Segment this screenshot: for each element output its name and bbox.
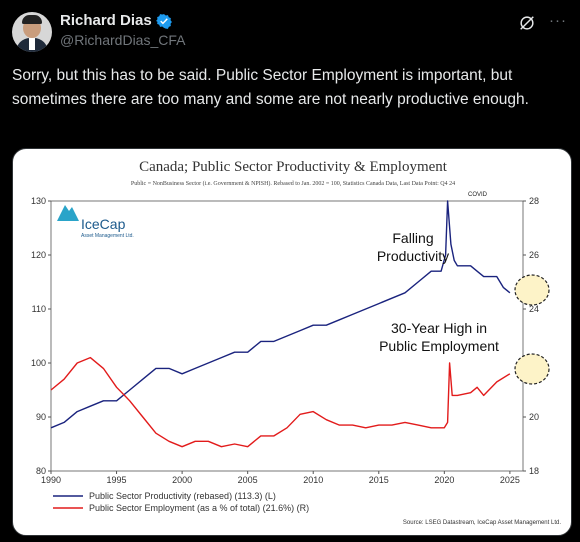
- logo-subtext: Asset Management Ltd.: [81, 233, 134, 239]
- tweet-header: Richard Dias @RichardDias_CFA ···: [12, 8, 568, 54]
- chart-legend: Public Sector Productivity (rebased) (11…: [53, 491, 309, 513]
- y-right-tick-label: 28: [529, 196, 539, 206]
- x-tick-label: 2020: [434, 475, 454, 485]
- avatar[interactable]: [12, 12, 52, 52]
- logo-text: IceCap: [81, 216, 126, 232]
- tweet-text: Sorry, but this has to be said. Public S…: [12, 67, 529, 108]
- author-name-row[interactable]: Richard Dias: [60, 12, 172, 29]
- grok-icon[interactable]: [518, 14, 536, 32]
- plot-frame: [50, 200, 524, 472]
- y-right-tick-label: 18: [529, 466, 539, 476]
- x-tick-label: 2000: [172, 475, 192, 485]
- series-line-2: [50, 356, 511, 448]
- x-tick-label: 2025: [500, 475, 520, 485]
- y-right-tick-label: 20: [529, 412, 539, 422]
- icecap-logo: IceCap Asset Management Ltd.: [57, 205, 134, 239]
- high-label-line2: Public Employment: [379, 338, 499, 354]
- y-left-tick-label: 90: [36, 412, 46, 422]
- y-left-tick-label: 110: [32, 304, 46, 314]
- chart-svg: Canada; Public Sector Productivity & Emp…: [31, 159, 561, 526]
- y-right-tick-label: 24: [529, 304, 539, 314]
- y-left-tick-label: 120: [31, 250, 46, 260]
- y-left-tick-label: 80: [36, 466, 46, 476]
- chart-image[interactable]: Canada; Public Sector Productivity & Emp…: [12, 148, 572, 536]
- author-name[interactable]: Richard Dias: [60, 12, 152, 29]
- falling-label-line2: Productivity: [377, 248, 449, 264]
- falling-label-line1: Falling: [392, 230, 433, 246]
- x-tick-label: 2015: [369, 475, 389, 485]
- covid-label: COVID: [468, 192, 488, 198]
- chart-source: Source: LSEG Datastream, IceCap Asset Ma…: [403, 520, 561, 526]
- legend-series-2: Public Sector Employment (as a % of tota…: [89, 503, 309, 513]
- x-tick-label: 1990: [41, 475, 61, 485]
- chart-title: Canada; Public Sector Productivity & Emp…: [139, 159, 448, 175]
- y-right-tick-label: 26: [529, 250, 539, 260]
- more-options-button[interactable]: ···: [549, 12, 567, 29]
- x-tick-label: 2010: [303, 475, 323, 485]
- chart-subtitle: Public = NonBusiness Sector (i.e. Govern…: [131, 180, 455, 187]
- series-line-1: [50, 200, 511, 429]
- author-handle[interactable]: @RichardDias_CFA: [60, 32, 186, 48]
- annotations: COVID Falling Productivity 30-Year High …: [377, 192, 550, 385]
- y-left-tick-label: 130: [31, 196, 46, 206]
- verified-badge-icon: [155, 13, 172, 29]
- falling-highlight-circle: [514, 274, 550, 306]
- x-tick-label: 1995: [107, 475, 127, 485]
- high-highlight-circle: [514, 353, 550, 385]
- high-label-line1: 30-Year High in: [391, 320, 487, 336]
- legend-series-1: Public Sector Productivity (rebased) (11…: [89, 491, 276, 501]
- x-tick-label: 2005: [238, 475, 258, 485]
- y-left-tick-label: 100: [31, 358, 46, 368]
